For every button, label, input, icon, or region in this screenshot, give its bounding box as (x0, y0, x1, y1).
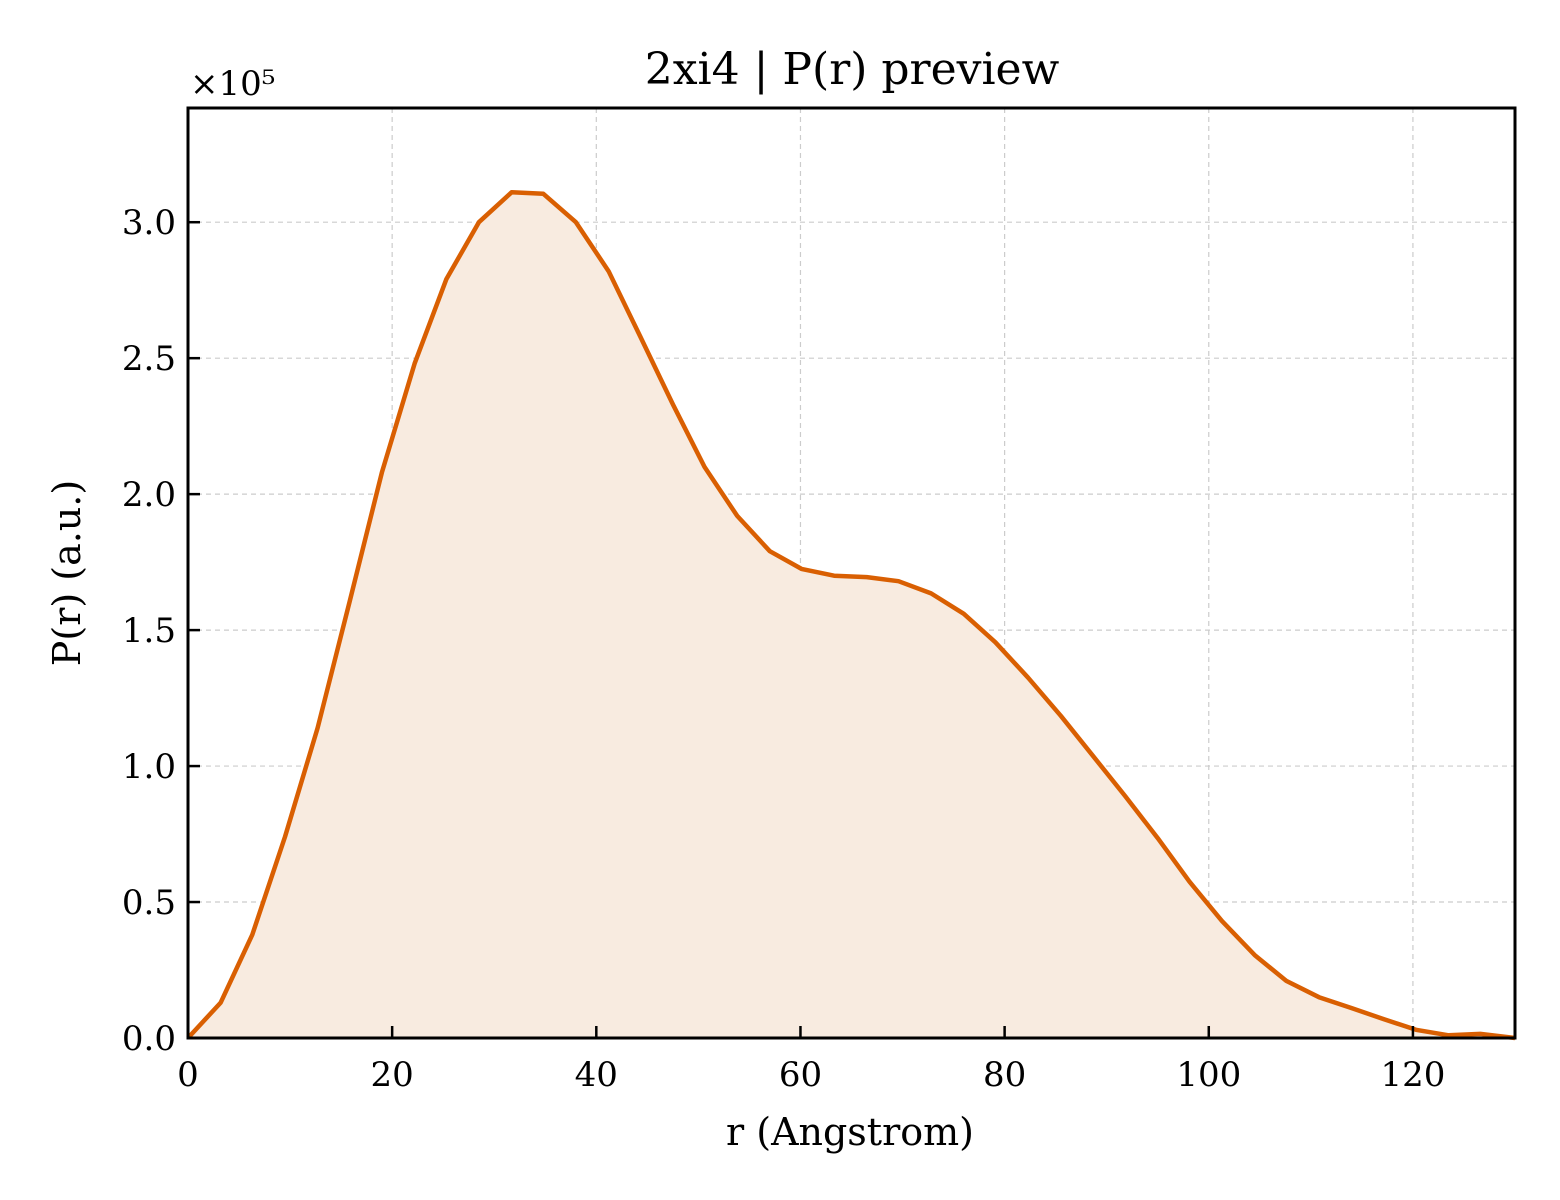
axis-ticks: 0 20 40 60 80 100 120 0.0 0.5 1.0 1.5 2.0 2.5 3.0 (122, 203, 1445, 1095)
y-tick-label: 0.0 (122, 1019, 176, 1059)
x-tick-label: 0 (177, 1055, 199, 1095)
x-tick-label: 120 (1380, 1055, 1445, 1095)
y-tick-label: 2.0 (122, 475, 176, 515)
x-tick-label: 60 (779, 1055, 822, 1095)
y-tick-label: 1.5 (122, 611, 176, 651)
y-tick-label: 3.0 (122, 203, 176, 243)
y-tick-label: 1.0 (122, 747, 176, 787)
x-tick-label: 20 (371, 1055, 414, 1095)
x-tick-label: 80 (983, 1055, 1026, 1095)
y-multiplier-label: ×10⁵ (190, 64, 275, 104)
plot-frame (186, 106, 1517, 1040)
chart-title: 2xi4 | P(r) preview (645, 44, 1060, 95)
y-axis-label: P(r) (a.u.) (45, 480, 89, 666)
x-tick-label: 100 (1176, 1055, 1241, 1095)
series-line (186, 190, 1516, 1041)
x-axis-label: r (Angstrom) (726, 1110, 974, 1154)
x-tick-label: 40 (575, 1055, 618, 1095)
y-tick-label: 2.5 (122, 339, 176, 379)
y-tick-label: 0.5 (122, 883, 176, 923)
series-area-fill (188, 192, 1515, 1039)
